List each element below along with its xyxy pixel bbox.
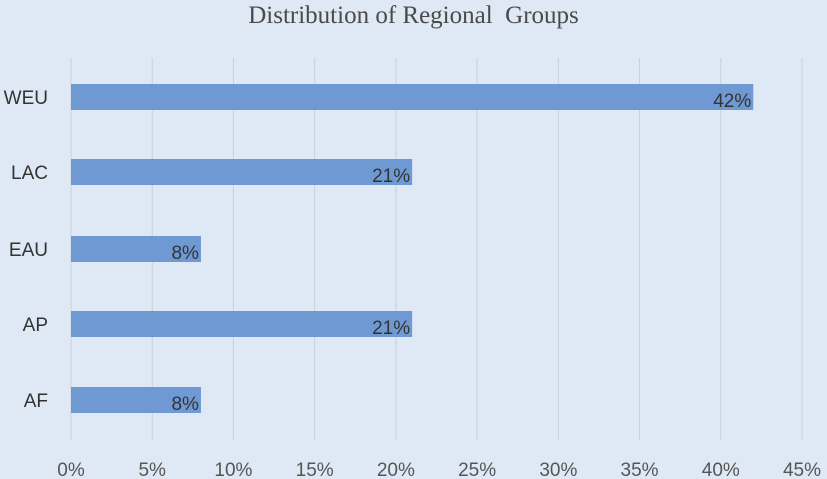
- bar: [71, 84, 754, 110]
- category-label: LAC: [11, 163, 48, 184]
- labels: 0% 5% 10% 15% 20% 25% 30% 35% 40% 45% WEU 42% LAC 21%…: [4, 88, 821, 479]
- data-label: 21%: [372, 166, 410, 187]
- category-label: EAU: [9, 240, 48, 261]
- data-label: 8%: [171, 243, 199, 264]
- x-tick-label: 0%: [57, 460, 85, 479]
- x-tick-label: 25%: [458, 460, 496, 479]
- bar: [71, 159, 413, 185]
- x-tick-label: 35%: [621, 460, 659, 479]
- x-tick-label: 30%: [539, 460, 577, 479]
- bar: [71, 387, 201, 413]
- x-tick-label: 15%: [296, 460, 334, 479]
- data-label: 42%: [713, 91, 751, 112]
- x-tick-label: 45%: [783, 460, 821, 479]
- bar: [71, 236, 201, 262]
- bars: [71, 84, 754, 413]
- category-label: AP: [23, 315, 48, 336]
- x-tick-label: 10%: [214, 460, 252, 479]
- data-label: 21%: [372, 318, 410, 339]
- data-label: 8%: [171, 394, 199, 415]
- bar: [71, 311, 413, 337]
- category-label: AF: [24, 391, 48, 412]
- chart-title: Distribution of Regional Groups: [248, 2, 579, 29]
- x-tick-label: 5%: [138, 460, 166, 479]
- category-label: WEU: [4, 88, 48, 109]
- x-tick-label: 40%: [702, 460, 740, 479]
- x-tick-label: 20%: [377, 460, 415, 479]
